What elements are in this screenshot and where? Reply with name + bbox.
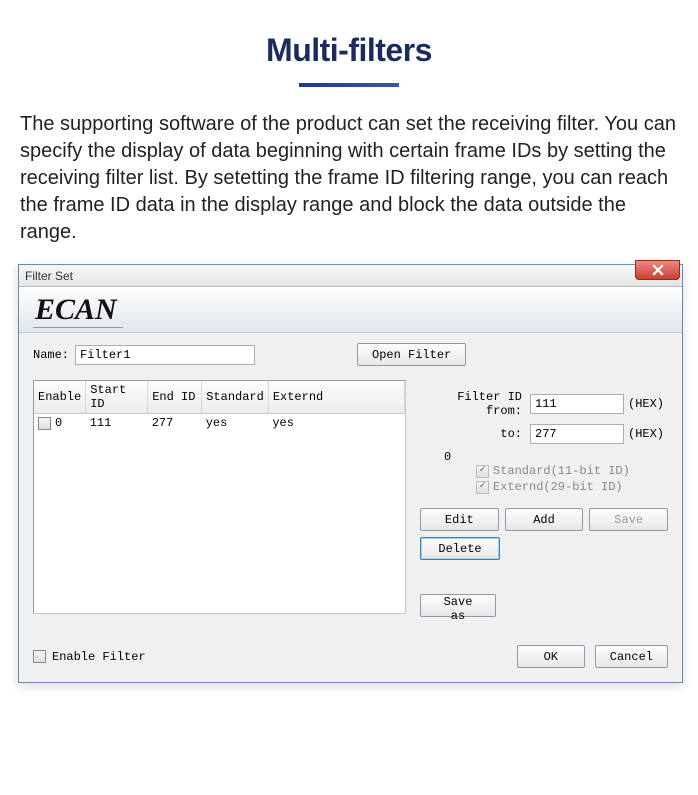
externd-checkbox[interactable] <box>476 481 489 494</box>
name-input[interactable] <box>75 345 255 365</box>
page-description: The supporting software of the product c… <box>0 111 698 264</box>
filter-from-row: Filter ID from: (HEX) <box>420 390 668 418</box>
standard-checkbox[interactable] <box>476 465 489 478</box>
cancel-button[interactable]: Cancel <box>595 645 668 668</box>
enable-filter-checkbox[interactable] <box>33 650 46 663</box>
col-end-id[interactable]: End ID <box>148 381 202 414</box>
save-button[interactable]: Save <box>589 508 668 531</box>
hex-suffix-to: (HEX) <box>628 427 668 441</box>
edit-button[interactable]: Edit <box>420 508 499 531</box>
button-row-2: Delete <box>420 537 668 560</box>
hex-suffix-from: (HEX) <box>628 397 668 411</box>
table-row[interactable]: 0 111 277 yes yes <box>34 414 405 433</box>
name-label: Name: <box>33 348 69 362</box>
button-row-1: Edit Add Save <box>420 508 668 531</box>
standard-check-row: Standard(11-bit ID) <box>420 464 668 478</box>
row-standard: yes <box>202 414 269 433</box>
externd-label: Externd(29-bit ID) <box>493 480 623 494</box>
col-standard[interactable]: Standard <box>202 381 269 414</box>
row-end-id: 277 <box>148 414 202 433</box>
enable-filter-label: Enable Filter <box>52 650 146 664</box>
name-row: Name: Open Filter <box>19 333 682 380</box>
close-button[interactable] <box>635 260 680 280</box>
brand-logo: ECAN <box>33 293 123 328</box>
filter-table: Enable Start ID End ID Standard Externd … <box>34 381 405 432</box>
close-icon <box>652 264 664 276</box>
filter-to-input[interactable] <box>530 424 624 444</box>
ok-button[interactable]: OK <box>517 645 585 668</box>
row-start-id: 111 <box>86 414 148 433</box>
filter-to-row: to: (HEX) <box>420 424 668 444</box>
row-externd: yes <box>268 414 404 433</box>
filter-from-input[interactable] <box>530 394 624 414</box>
filter-set-window: Filter Set ECAN Name: Open Filter Enable… <box>18 264 683 683</box>
window-titlebar: Filter Set <box>19 265 682 287</box>
page-title: Multi-filters <box>0 0 698 69</box>
footer-row: Enable Filter OK Cancel <box>19 627 682 682</box>
right-panel: Filter ID from: (HEX) to: (HEX) 0 Standa… <box>420 380 668 617</box>
add-button[interactable]: Add <box>505 508 584 531</box>
title-underline <box>299 83 399 87</box>
button-row-3: Save as <box>420 594 668 617</box>
save-as-button[interactable]: Save as <box>420 594 496 617</box>
main-area: Enable Start ID End ID Standard Externd … <box>19 380 682 627</box>
row-enable-text: 0 <box>55 416 62 430</box>
open-filter-button[interactable]: Open Filter <box>357 343 466 366</box>
filter-to-label: to: <box>420 427 526 441</box>
filter-from-label: Filter ID from: <box>420 390 526 418</box>
col-externd[interactable]: Externd <box>268 381 404 414</box>
externd-check-row: Externd(29-bit ID) <box>420 480 668 494</box>
zero-indicator: 0 <box>420 450 668 464</box>
footer-left: Enable Filter <box>33 650 146 664</box>
col-start-id[interactable]: Start ID <box>86 381 148 414</box>
delete-button[interactable]: Delete <box>420 537 500 560</box>
footer-right: OK Cancel <box>517 645 668 668</box>
brand-bar: ECAN <box>19 287 682 333</box>
row-enable-checkbox[interactable] <box>38 417 51 430</box>
col-enable[interactable]: Enable <box>34 381 86 414</box>
filter-table-panel: Enable Start ID End ID Standard Externd … <box>33 380 406 614</box>
window-title: Filter Set <box>25 269 73 283</box>
standard-label: Standard(11-bit ID) <box>493 464 630 478</box>
